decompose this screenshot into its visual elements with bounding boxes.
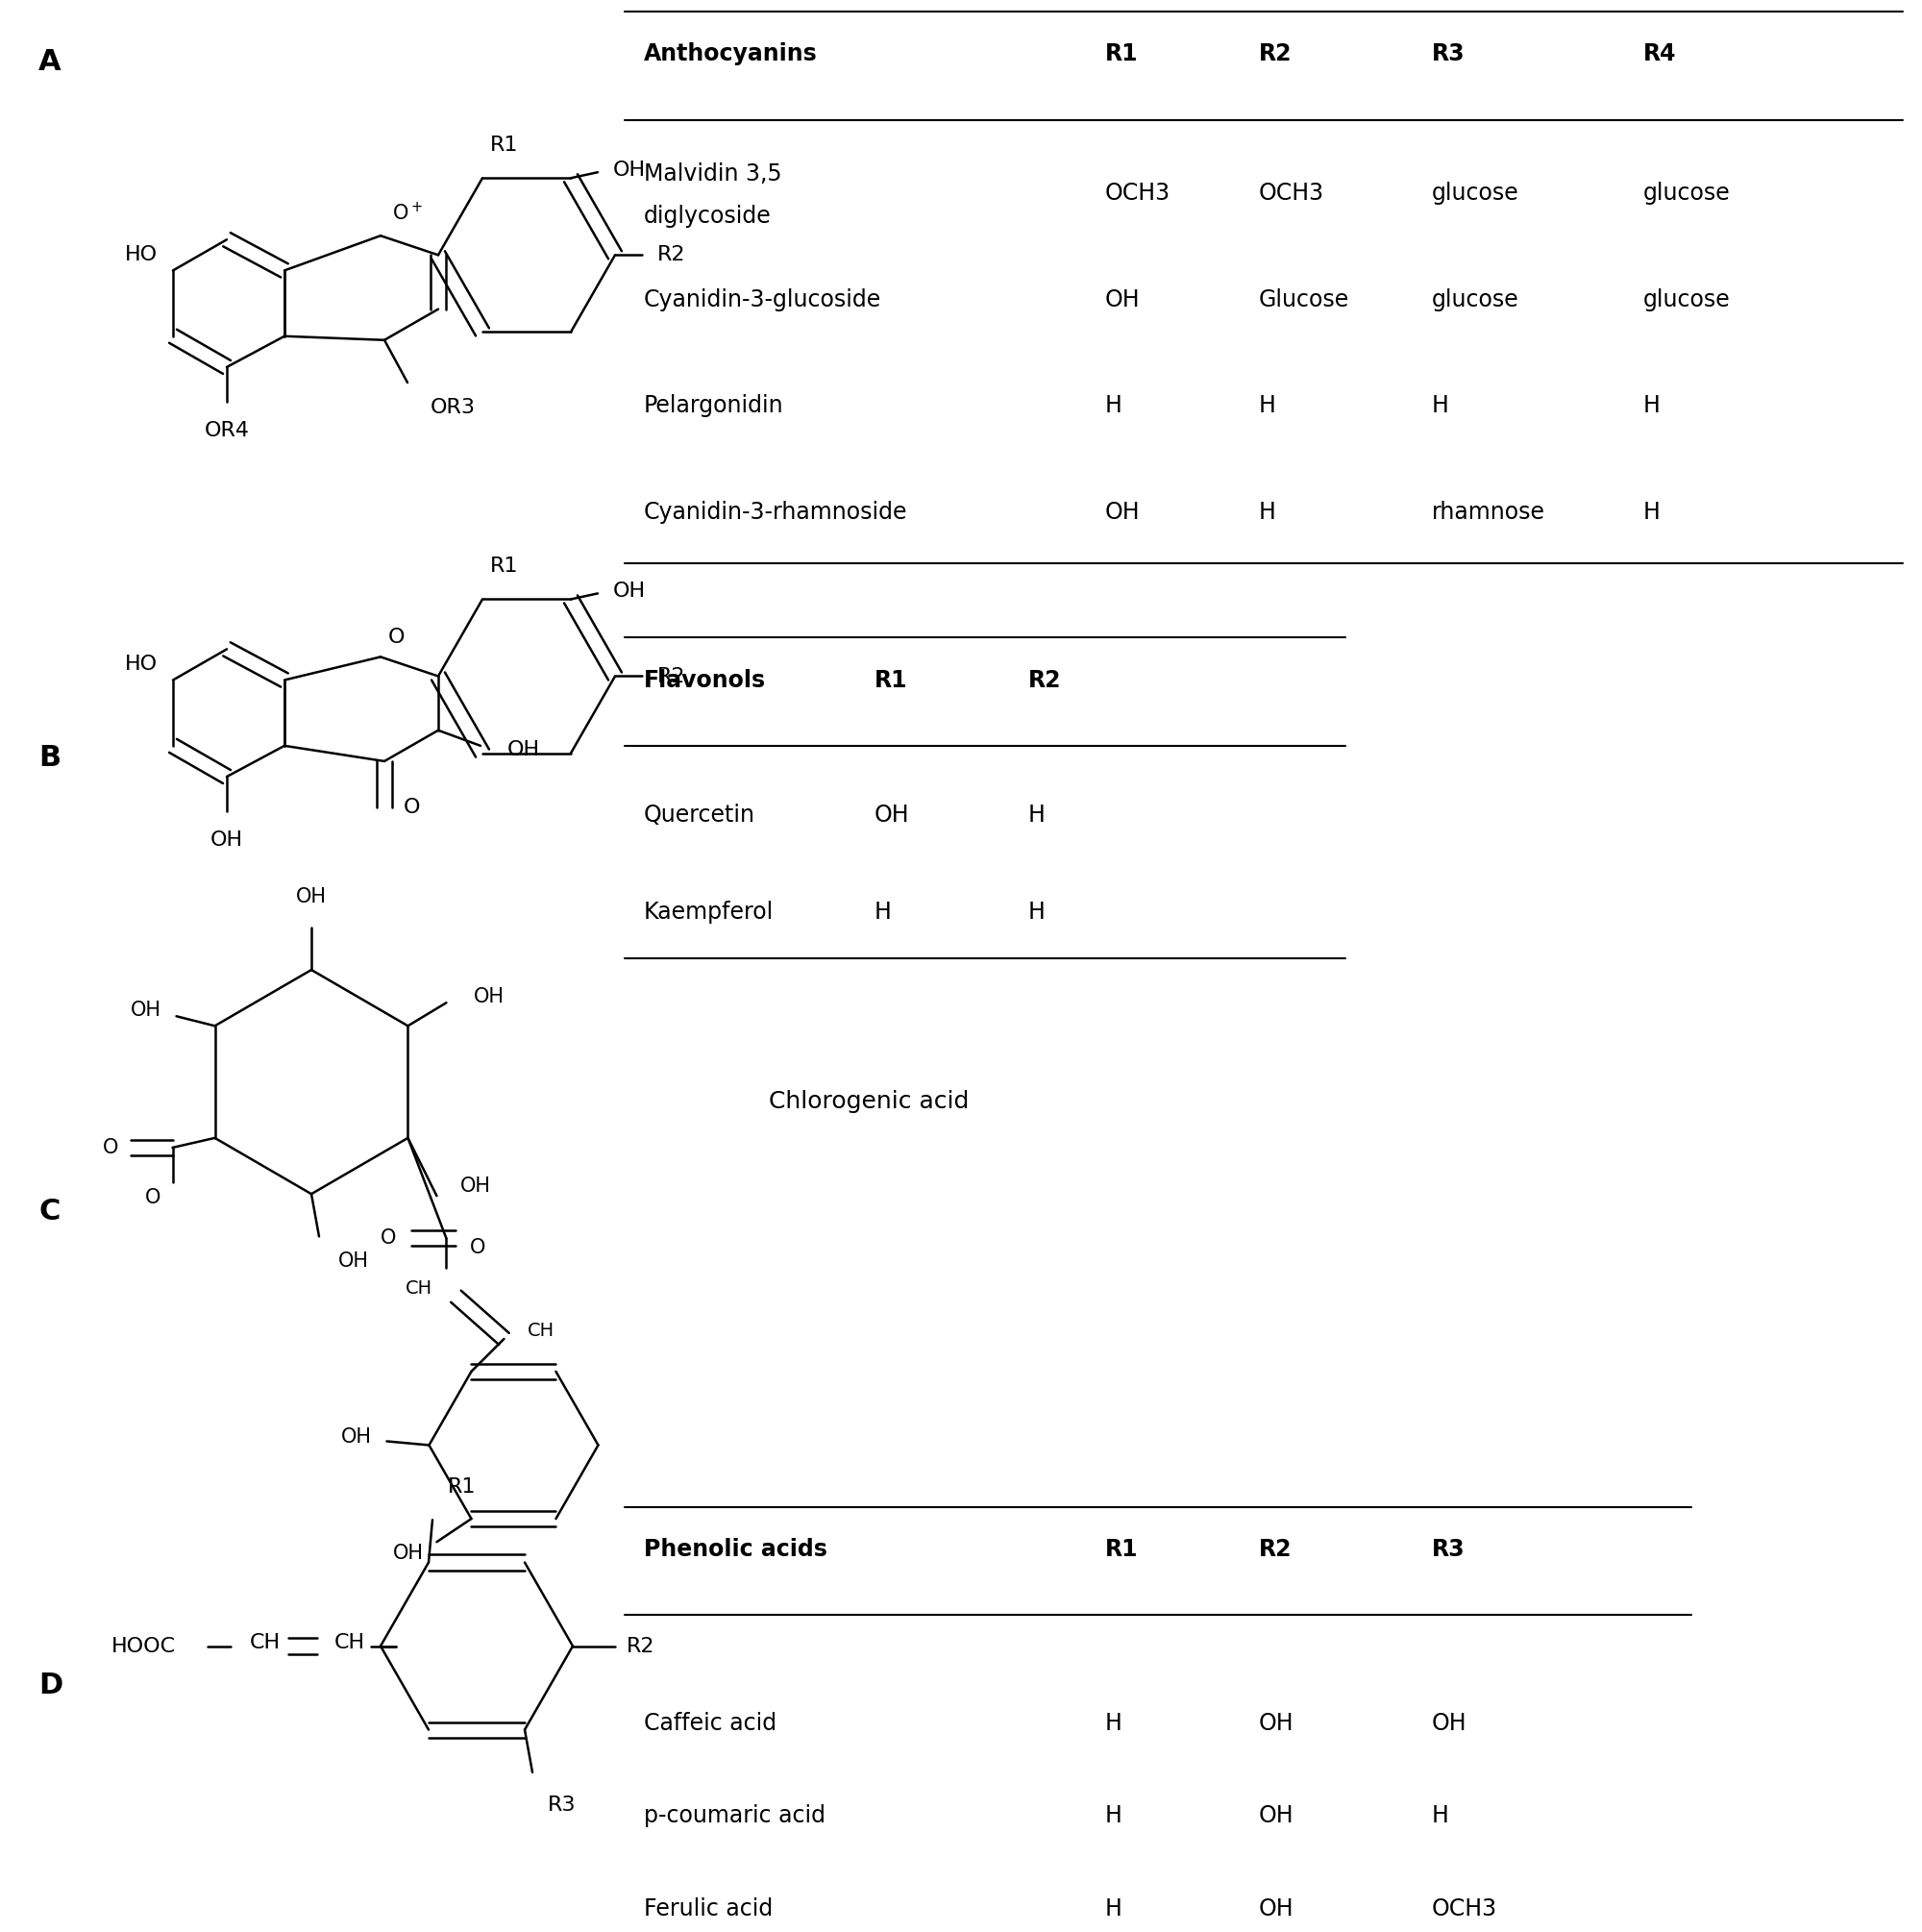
Text: OH: OH [392,1544,423,1563]
Text: O: O [146,1188,161,1208]
Text: R3: R3 [1432,43,1465,66]
Text: R1: R1 [1105,1538,1138,1561]
Text: OH: OH [296,887,327,906]
Text: p-coumaric acid: p-coumaric acid [644,1804,826,1828]
Text: OCH3: OCH3 [1259,182,1324,205]
Text: OH: OH [338,1252,369,1271]
Text: H: H [1259,500,1276,524]
Text: H: H [1432,1804,1449,1828]
Text: H: H [1643,394,1661,417]
Text: R3: R3 [1432,1538,1465,1561]
Text: OH: OH [1259,1712,1294,1735]
Text: Kaempferol: Kaempferol [644,900,775,923]
Text: CH: CH [527,1321,554,1341]
Text: Malvidin 3,5: Malvidin 3,5 [644,162,782,185]
Text: OH: OH [459,1177,490,1196]
Text: R1: R1 [1105,43,1138,66]
Text: OH: OH [875,804,909,827]
Text: H: H [1028,804,1046,827]
Text: R2: R2 [1259,43,1292,66]
Text: A: A [38,48,62,75]
Text: OH: OH [1432,1712,1466,1735]
Text: OR4: OR4 [204,421,250,440]
Text: H: H [1105,1897,1122,1920]
Text: diglycoside: diglycoside [644,205,771,228]
Text: H: H [1432,394,1449,417]
Text: OH: OH [613,160,646,180]
Text: Glucose: Glucose [1259,288,1349,311]
Text: glucose: glucose [1432,182,1518,205]
Text: R2: R2 [627,1636,655,1656]
Text: OH: OH [340,1428,371,1447]
Text: Caffeic acid: Caffeic acid [644,1712,776,1735]
Text: H: H [1105,1712,1122,1735]
Text: H: H [1105,1804,1122,1828]
Text: R2: R2 [657,667,686,686]
Text: R2: R2 [1259,1538,1292,1561]
Text: O: O [404,798,421,817]
Text: OH: OH [131,1001,161,1020]
Text: glucose: glucose [1643,182,1730,205]
Text: R1: R1 [875,668,907,692]
Text: OR3: OR3 [431,398,477,417]
Text: O: O [388,628,406,647]
Text: OH: OH [613,582,646,601]
Text: O$^+$: O$^+$ [392,201,423,224]
Text: HOOC: HOOC [111,1636,177,1656]
Text: O: O [381,1229,396,1248]
Text: glucose: glucose [1643,288,1730,311]
Text: Phenolic acids: Phenolic acids [644,1538,826,1561]
Text: CH: CH [406,1279,432,1298]
Text: Anthocyanins: Anthocyanins [644,43,817,66]
Text: OH: OH [507,740,540,759]
Text: O: O [104,1138,119,1157]
Text: HO: HO [125,245,158,265]
Text: HO: HO [125,655,158,674]
Text: CH: CH [334,1633,365,1652]
Text: Chlorogenic acid: Chlorogenic acid [769,1090,969,1113]
Text: glucose: glucose [1432,288,1518,311]
Text: OCH3: OCH3 [1432,1897,1497,1920]
Text: H: H [1105,394,1122,417]
Text: OCH3: OCH3 [1105,182,1170,205]
Text: H: H [1259,394,1276,417]
Text: OH: OH [473,987,504,1007]
Text: H: H [875,900,892,923]
Text: B: B [38,744,62,771]
Text: Cyanidin-3-glucoside: Cyanidin-3-glucoside [644,288,882,311]
Text: Pelargonidin: Pelargonidin [644,394,784,417]
Text: OH: OH [209,831,244,850]
Text: C: C [38,1198,60,1225]
Text: OH: OH [1105,500,1140,524]
Text: CH: CH [250,1633,281,1652]
Text: R1: R1 [448,1478,477,1497]
Text: Quercetin: Quercetin [644,804,755,827]
Text: R4: R4 [1643,43,1676,66]
Text: R3: R3 [548,1795,577,1814]
Text: O: O [469,1238,484,1258]
Text: Flavonols: Flavonols [644,668,767,692]
Text: rhamnose: rhamnose [1432,500,1545,524]
Text: H: H [1028,900,1046,923]
Text: D: D [38,1671,63,1698]
Text: OH: OH [1259,1804,1294,1828]
Text: R1: R1 [490,135,519,155]
Text: Ferulic acid: Ferulic acid [644,1897,773,1920]
Text: H: H [1643,500,1661,524]
Text: R2: R2 [1028,668,1061,692]
Text: Cyanidin-3-rhamnoside: Cyanidin-3-rhamnoside [644,500,907,524]
Text: OH: OH [1259,1897,1294,1920]
Text: R2: R2 [657,245,686,265]
Text: OH: OH [1105,288,1140,311]
Text: R1: R1 [490,556,519,576]
